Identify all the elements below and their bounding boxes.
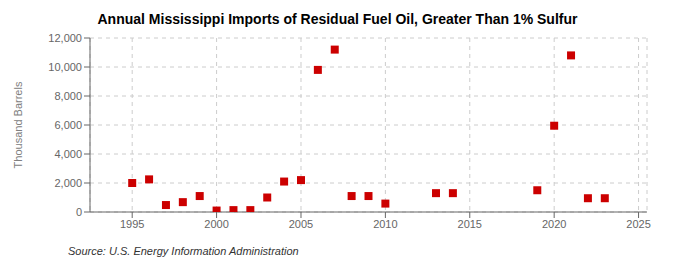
svg-text:0: 0 [76,206,82,218]
svg-text:2015: 2015 [458,218,482,230]
svg-text:2025: 2025 [626,218,650,230]
svg-text:1995: 1995 [120,218,144,230]
html-text:Source: U.S. Energy Informatio: Source: U.S. Energy Information Administ… [68,245,299,257]
svg-text:4,000: 4,000 [54,148,82,160]
svg-text:2010: 2010 [373,218,397,230]
svg-text:2020: 2020 [542,218,566,230]
svg-text:10,000: 10,000 [48,61,82,73]
html-text:Annual Mississippi Imports of: Annual Mississippi Imports of Residual F… [97,11,578,27]
svg-text:Thousand Barrels: Thousand Barrels [12,81,24,168]
svg-text:6,000: 6,000 [54,119,82,131]
svg-text:2,000: 2,000 [54,177,82,189]
svg-text:2000: 2000 [204,218,228,230]
svg-text:12,000: 12,000 [48,32,82,44]
svg-text:2005: 2005 [289,218,313,230]
svg-text:8,000: 8,000 [54,90,82,102]
